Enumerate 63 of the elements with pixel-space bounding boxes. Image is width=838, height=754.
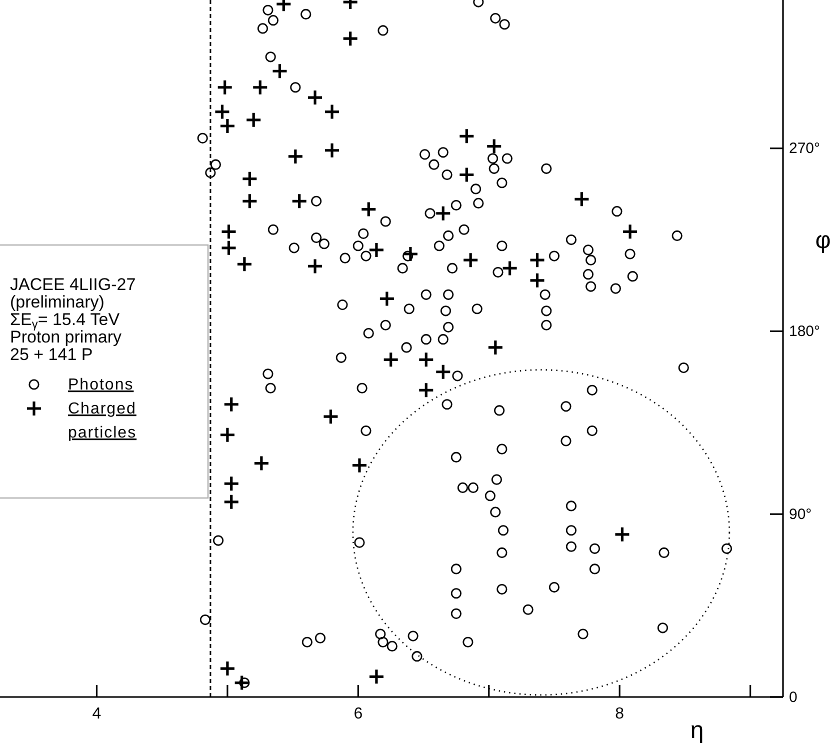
point — [241, 192, 258, 210]
point — [252, 79, 268, 96]
point — [324, 142, 340, 159]
point — [418, 351, 434, 368]
point — [219, 426, 236, 444]
point — [487, 339, 504, 356]
point — [458, 128, 475, 144]
point — [458, 166, 475, 184]
point — [622, 223, 638, 240]
point — [434, 205, 452, 222]
point — [378, 290, 396, 308]
point — [271, 62, 288, 80]
point — [306, 89, 324, 106]
point — [220, 223, 238, 240]
point — [434, 364, 452, 380]
annotation: JACEE 4LIIG-27 — [10, 275, 136, 294]
point — [486, 138, 502, 155]
point — [219, 660, 236, 677]
point — [614, 526, 631, 543]
point — [241, 170, 258, 188]
point — [234, 674, 250, 692]
point — [382, 351, 400, 368]
point — [214, 103, 231, 120]
point — [287, 148, 304, 165]
annotation: (preliminary) — [10, 292, 104, 312]
point — [342, 30, 359, 47]
y-tick-label: 270° — [789, 140, 820, 158]
y-tick-label: 0 — [789, 688, 798, 706]
y-axis-title: φ — [815, 226, 831, 254]
point — [368, 668, 385, 685]
annotation: 25 + 141 P — [10, 345, 93, 364]
point — [236, 256, 253, 272]
point — [402, 246, 419, 262]
y-tick-label: 180° — [789, 323, 820, 340]
point — [220, 240, 238, 256]
point — [502, 260, 518, 277]
point — [219, 118, 236, 134]
legend-label: Charged particles — [68, 400, 137, 442]
x-tick-label: 8 — [615, 705, 624, 722]
point — [573, 190, 590, 208]
legend-label: Photons — [68, 376, 134, 394]
point — [216, 79, 234, 96]
point — [418, 382, 434, 398]
point — [322, 408, 340, 425]
point — [223, 494, 240, 510]
point — [253, 455, 270, 472]
x-tick-label: 6 — [354, 705, 363, 722]
point — [462, 252, 479, 268]
point — [245, 112, 262, 128]
point — [351, 457, 368, 474]
y-tick-label: 90° — [789, 506, 812, 523]
point — [324, 103, 340, 120]
point — [528, 252, 546, 268]
annotation: ΣE$_{γ}$= 15.4 TeV — [10, 310, 120, 331]
point — [528, 272, 546, 289]
x-axis-title: η — [690, 717, 704, 744]
point — [368, 242, 385, 258]
x-tick-label: 4 — [92, 705, 102, 722]
point — [291, 192, 308, 210]
point — [360, 201, 377, 218]
point — [223, 475, 240, 492]
point — [306, 258, 324, 274]
point — [223, 396, 240, 413]
